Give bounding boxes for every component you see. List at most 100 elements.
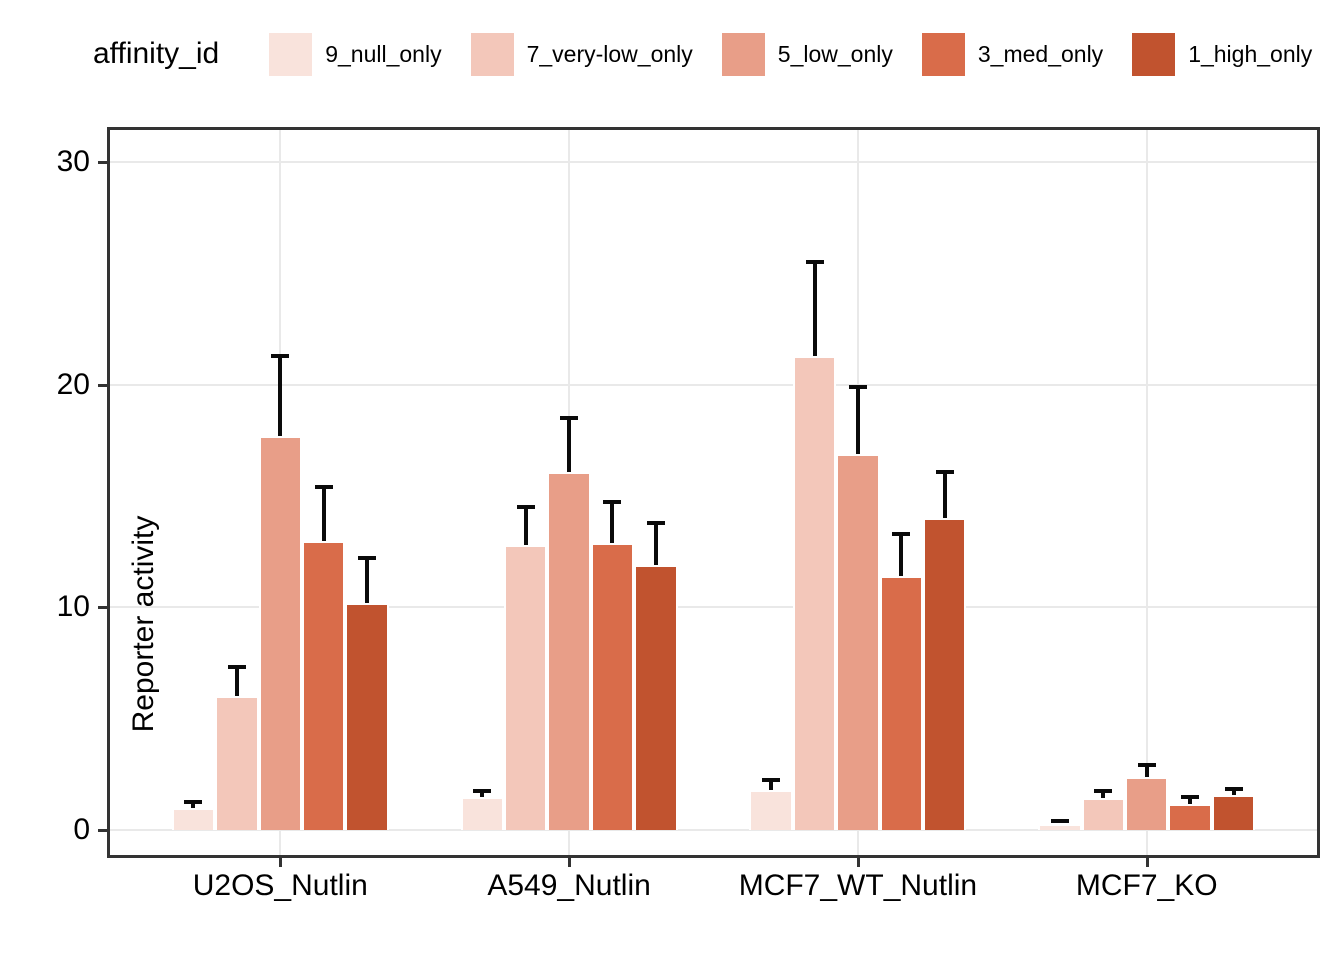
bar (460, 796, 504, 830)
y-axis-tick-label: 10 (56, 590, 90, 624)
bar (171, 807, 216, 830)
gridline-horizontal (110, 606, 1317, 609)
bar (1081, 797, 1125, 830)
bar (258, 435, 302, 830)
error-bar-cap (1181, 794, 1200, 799)
error-bar-cap (1050, 819, 1069, 824)
gridline-vertical (1145, 130, 1148, 855)
error-bar-cap (358, 556, 377, 561)
x-axis-tick (856, 858, 860, 867)
error-bar-line (942, 471, 947, 519)
bar (1168, 804, 1212, 830)
y-axis-tick (98, 606, 107, 610)
bar (1211, 795, 1256, 830)
bar (301, 540, 346, 830)
bar (590, 542, 635, 830)
legend-swatch-5_low_only (721, 32, 765, 76)
error-bar-line (278, 355, 283, 436)
legend-item: 3_med_only (921, 32, 1104, 76)
error-bar-line (234, 667, 239, 697)
error-bar-line (365, 558, 370, 603)
error-bar-line (567, 418, 572, 472)
gridline-horizontal (110, 829, 1317, 831)
legend-label: 7_very-low_only (526, 40, 693, 67)
y-axis-tick (98, 160, 107, 164)
bar (879, 576, 923, 830)
x-axis-tick (1145, 858, 1149, 867)
error-bar-line (1188, 796, 1193, 805)
legend-item: 7_very-low_only (470, 32, 693, 76)
error-bar-cap (560, 416, 579, 421)
error-bar-cap (314, 485, 333, 490)
x-axis-tick-label: MCF7_KO (1075, 869, 1218, 902)
bar (1038, 824, 1082, 830)
error-bar-cap (762, 777, 781, 782)
x-axis-tick (279, 858, 283, 867)
legend-label: 9_null_only (325, 40, 442, 67)
error-bar-line (1144, 765, 1149, 777)
error-bar-line (769, 779, 774, 790)
error-bar-line (812, 262, 817, 356)
legend-swatch-1_high_only (1132, 32, 1176, 76)
bar (503, 544, 548, 830)
legend-item: 1_high_only (1132, 32, 1313, 76)
error-bar-cap (603, 499, 622, 504)
legend: affinity_id 9_null_only 7_very-low_only 5_… (93, 30, 1341, 78)
error-bar-line (1231, 788, 1236, 796)
error-bar-cap (805, 260, 824, 265)
bar (345, 602, 389, 830)
error-bar-cap (473, 789, 492, 794)
bar (836, 453, 880, 830)
y-axis-tick (98, 383, 107, 387)
error-bar-cap (184, 800, 203, 805)
gridline-horizontal (110, 383, 1317, 386)
legend-item: 9_null_only (269, 32, 442, 76)
legend-title: affinity_id (93, 37, 220, 70)
error-bar-line (653, 522, 658, 566)
error-bar-line (1101, 791, 1106, 798)
error-bar-line (855, 386, 860, 454)
error-bar-cap (935, 469, 954, 474)
y-axis-tick-label: 0 (73, 813, 90, 846)
legend-label: 5_low_only (777, 40, 893, 67)
y-axis-title: Reporter activity (127, 515, 160, 733)
x-axis-tick (568, 858, 572, 867)
legend-label: 1_high_only (1188, 40, 1313, 67)
legend-swatch-3_med_only (921, 32, 965, 76)
error-bar-line (899, 533, 904, 577)
legend-swatch-9_null_only (269, 32, 313, 76)
error-bar-cap (227, 665, 246, 670)
plot-panel: Reporter activity (107, 127, 1320, 858)
error-bar-cap (1137, 763, 1156, 768)
legend-item: 5_low_only (721, 32, 893, 76)
legend-label: 3_med_only (977, 40, 1104, 67)
legend-swatch-7_very-low_only (470, 32, 514, 76)
x-axis-tick-label: MCF7_WT_Nutlin (738, 869, 978, 902)
bar (547, 471, 591, 830)
y-axis-tick-label: 30 (56, 144, 90, 178)
error-bar-line (191, 802, 196, 808)
error-bar-line (480, 791, 485, 797)
error-bar-cap (1094, 789, 1113, 794)
x-axis-tick-label: A549_Nutlin (487, 869, 651, 902)
gridline-horizontal (110, 160, 1317, 163)
error-bar-cap (1224, 786, 1243, 791)
x-axis-tick-label: U2OS_Nutlin (192, 869, 368, 902)
bar (749, 789, 793, 830)
y-axis-tick (98, 829, 107, 832)
error-bar-line (610, 501, 615, 543)
error-bar-cap (892, 531, 911, 536)
error-bar-cap (516, 505, 535, 510)
bar (923, 518, 967, 830)
bar (1125, 776, 1169, 830)
error-bar-cap (848, 384, 867, 389)
bar (634, 565, 678, 830)
error-bar-cap (646, 520, 665, 525)
error-bar-cap (271, 353, 290, 358)
bar (792, 355, 837, 830)
y-axis-tick-label: 20 (56, 367, 90, 401)
error-bar-line (523, 507, 528, 545)
bar (215, 696, 259, 830)
error-bar-line (321, 487, 326, 541)
